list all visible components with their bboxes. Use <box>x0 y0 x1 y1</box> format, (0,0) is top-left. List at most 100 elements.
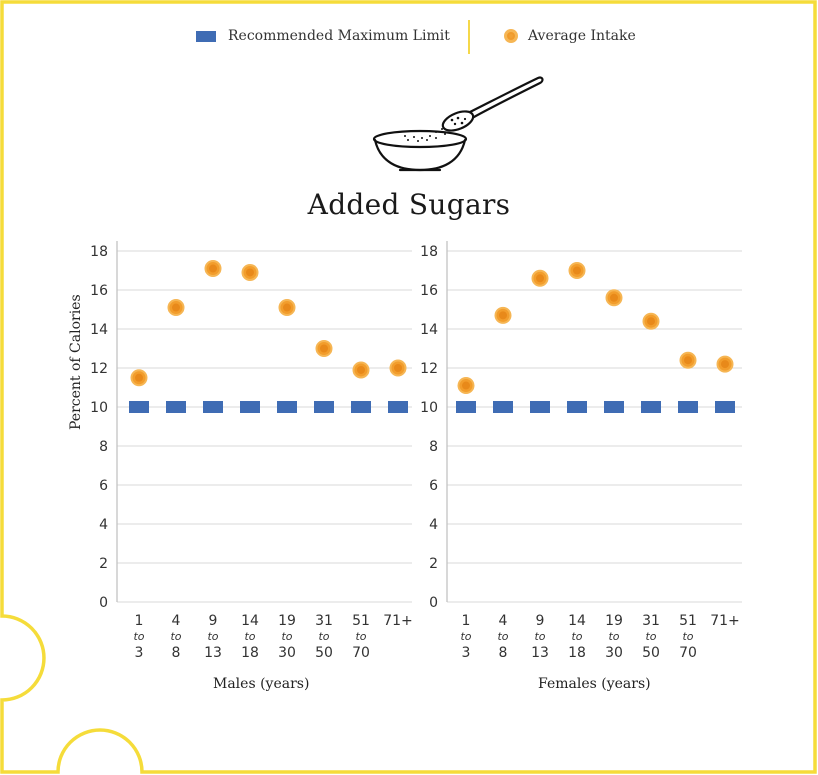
intake-point-core <box>684 356 692 365</box>
y-tick-label: 16 <box>420 283 438 299</box>
y-tick-label: 18 <box>420 244 438 260</box>
y-tick-label: 2 <box>429 556 438 572</box>
x-tick-label: 4 <box>499 613 508 629</box>
intake-point-core <box>209 264 217 273</box>
y-tick-label: 12 <box>90 361 108 377</box>
intake-point-core <box>172 303 180 312</box>
x-tick-label: 8 <box>172 645 181 661</box>
sugar-spoon-bowl-icon <box>372 76 544 172</box>
y-tick-label: 4 <box>429 517 438 533</box>
intake-swatch <box>504 29 518 43</box>
y-tick-label: 6 <box>429 478 438 494</box>
intake-point-core <box>135 373 143 382</box>
x-tick-label-to: to <box>534 630 545 643</box>
intake-point-core <box>283 303 291 312</box>
y-tick-label: 12 <box>420 361 438 377</box>
x-tick-label: 14 <box>241 613 259 629</box>
x-tick-label: 1 <box>462 613 471 629</box>
x-tick-label-to: to <box>281 630 292 643</box>
y-tick-label: 14 <box>420 322 438 338</box>
x-tick-label: 71+ <box>383 613 413 629</box>
limit-marker <box>166 401 186 413</box>
intake-point-core <box>320 344 328 353</box>
x-tick-label: 51 <box>679 613 697 629</box>
x-tick-label-to: to <box>608 630 619 643</box>
y-tick-label: 2 <box>99 556 108 572</box>
x-tick-label: 8 <box>499 645 508 661</box>
y-tick-label: 0 <box>429 595 438 611</box>
y-tick-label: 8 <box>99 439 108 455</box>
x-tick-label: 18 <box>568 645 586 661</box>
y-tick-label: 10 <box>420 400 438 416</box>
legend-label-limit: Recommended Maximum Limit <box>228 28 450 44</box>
legend-label-intake: Average Intake <box>528 28 636 44</box>
limit-marker <box>388 401 408 413</box>
limit-marker <box>567 401 587 413</box>
x-tick-label: 13 <box>531 645 549 661</box>
limit-marker <box>203 401 223 413</box>
limit-marker <box>604 401 624 413</box>
x-tick-label: 18 <box>241 645 259 661</box>
limit-marker <box>641 401 661 413</box>
intake-point-core <box>462 381 470 390</box>
x-tick-label: 9 <box>209 613 218 629</box>
x-tick-label: 1 <box>135 613 144 629</box>
y-tick-label: 16 <box>90 283 108 299</box>
x-tick-label: 4 <box>172 613 181 629</box>
x-tick-label: 30 <box>605 645 623 661</box>
limit-marker <box>240 401 260 413</box>
y-tick-label: 10 <box>90 400 108 416</box>
limit-marker <box>530 401 550 413</box>
chart-title: Added Sugars <box>307 188 511 221</box>
x-tick-label-to: to <box>244 630 255 643</box>
y-tick-label: 8 <box>429 439 438 455</box>
limit-marker <box>678 401 698 413</box>
legend-item-intake: Average Intake <box>504 28 636 44</box>
limit-marker <box>715 401 735 413</box>
x-tick-label-to: to <box>170 630 181 643</box>
legend-item-limit: Recommended Maximum Limit <box>196 28 450 44</box>
intake-point-core <box>721 360 729 369</box>
y-tick-label: 0 <box>99 595 108 611</box>
x-tick-label-to: to <box>355 630 366 643</box>
limit-swatch <box>196 30 216 42</box>
intake-point-core <box>536 274 544 283</box>
x-tick-label-to: to <box>645 630 656 643</box>
legend-divider <box>468 20 470 54</box>
x-tick-label: 3 <box>135 645 144 661</box>
x-tick-label-to: to <box>207 630 218 643</box>
limit-marker <box>456 401 476 413</box>
limit-marker <box>129 401 149 413</box>
x-tick-label: 31 <box>315 613 333 629</box>
intake-point-core <box>357 365 365 374</box>
limit-marker <box>277 401 297 413</box>
intake-point-core <box>610 293 618 302</box>
x-tick-label: 50 <box>315 645 333 661</box>
x-axis-label-females: Females (years) <box>538 676 651 692</box>
x-axis-label-males: Males (years) <box>213 676 310 692</box>
limit-marker <box>314 401 334 413</box>
x-tick-label: 9 <box>536 613 545 629</box>
x-tick-label-to: to <box>133 630 144 643</box>
y-tick-label: 18 <box>90 244 108 260</box>
y-tick-label: 4 <box>99 517 108 533</box>
y-tick-label: 14 <box>90 322 108 338</box>
x-tick-label: 70 <box>679 645 697 661</box>
x-tick-label: 19 <box>278 613 296 629</box>
x-tick-label-to: to <box>571 630 582 643</box>
x-tick-label: 14 <box>568 613 586 629</box>
intake-point-core <box>573 266 581 275</box>
intake-point-core <box>499 311 507 320</box>
chart-legend: Recommended Maximum Limit Average Intake <box>0 20 818 54</box>
x-tick-label: 31 <box>642 613 660 629</box>
x-tick-label-to: to <box>460 630 471 643</box>
x-tick-label: 70 <box>352 645 370 661</box>
intake-point-core <box>394 364 402 372</box>
intake-point-core <box>647 317 655 326</box>
x-tick-label: 51 <box>352 613 370 629</box>
limit-marker <box>351 401 371 413</box>
x-tick-label-to: to <box>497 630 508 643</box>
x-tick-label: 30 <box>278 645 296 661</box>
